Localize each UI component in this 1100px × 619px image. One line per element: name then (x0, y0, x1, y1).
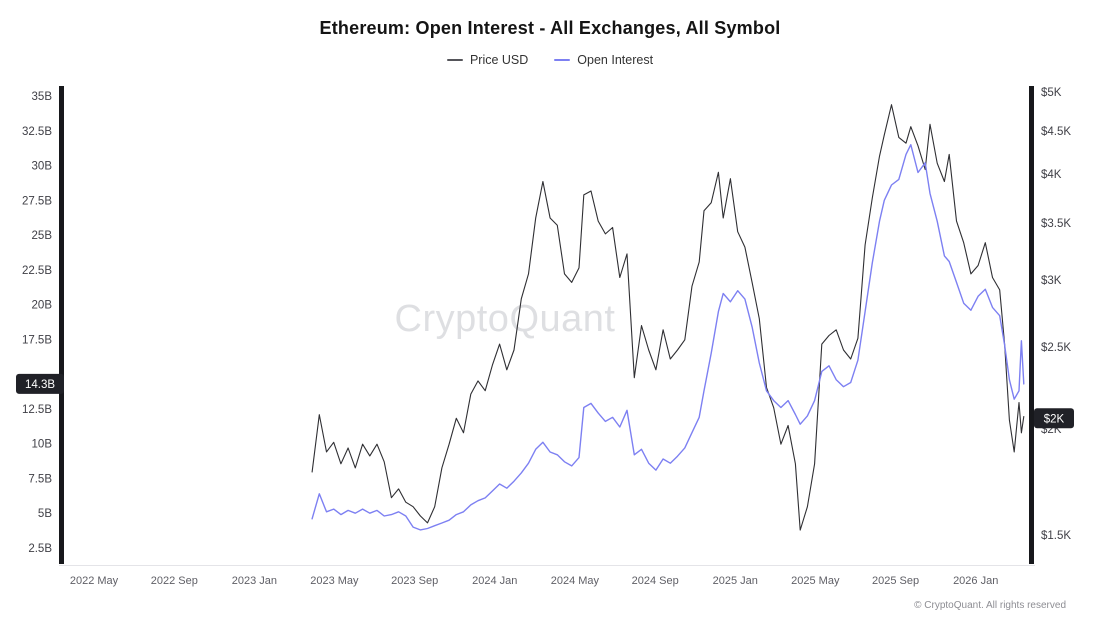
left-axis-tick: 2.5B (28, 543, 52, 555)
series-line-price-usd (311, 104, 1025, 531)
legend: Price USD Open Interest (0, 53, 1100, 67)
left-axis-tick: 12.5B (22, 404, 52, 416)
left-axis-tick: 5B (38, 508, 52, 520)
left-axis-tick: 17.5B (22, 334, 52, 346)
legend-item-open-interest[interactable]: Open Interest (554, 53, 653, 67)
price-current-value-label: $2K (1044, 413, 1065, 425)
x-axis-tick: 2023 Sep (391, 575, 438, 587)
right-axis-tick: $4K (1041, 169, 1062, 181)
x-axis-tick: 2024 Jan (472, 575, 517, 587)
x-axis-tick: 2022 May (70, 575, 119, 587)
right-axis-tick: $3.5K (1041, 218, 1071, 230)
left-axis-tick: 27.5B (22, 195, 52, 207)
right-axis-tick: $4.5K (1041, 126, 1071, 138)
left-axis-tick: 30B (32, 161, 53, 173)
legend-label-price-usd: Price USD (469, 53, 529, 67)
x-axis-tick: 2026 Jan (953, 575, 998, 587)
x-axis-tick: 2025 May (791, 575, 840, 587)
right-axis-bar (1029, 86, 1034, 564)
series-line-open-interest (311, 143, 1025, 531)
left-axis-tick: 35B (32, 91, 53, 103)
x-axis-tick: 2023 Jan (232, 575, 277, 587)
x-axis-tick: 2024 Sep (632, 575, 679, 587)
left-axis-tick: 10B (32, 439, 53, 451)
price-line-swatch-icon (446, 59, 463, 61)
price-current-value-badge (1034, 408, 1074, 429)
right-axis-tick: $2.5K (1041, 342, 1071, 354)
open-interest-current-value-label: 14.3B (25, 379, 55, 391)
copyright-footer: © CryptoQuant. All rights reserved (914, 600, 1066, 611)
right-axis-tick: $3K (1041, 275, 1062, 287)
left-axis-tick: 7.5B (28, 473, 52, 485)
left-axis-tick: 32.5B (22, 126, 52, 138)
x-axis-tick: 2024 May (551, 575, 600, 587)
x-axis-tick: 2022 Sep (151, 575, 198, 587)
right-axis-tick: $1.5K (1041, 530, 1071, 542)
open-interest-current-value-badge (16, 373, 64, 394)
open-interest-line-swatch-icon (554, 59, 571, 61)
left-axis-tick: 22.5B (22, 265, 52, 277)
left-axis-bar (59, 86, 64, 564)
x-axis-tick: 2025 Jan (713, 575, 758, 587)
left-axis-tick: 25B (32, 230, 53, 242)
legend-item-price-usd[interactable]: Price USD (446, 53, 529, 67)
right-axis-tick: $5K (1041, 87, 1062, 99)
left-axis-tick: 20B (32, 300, 53, 312)
x-axis-tick: 2025 Sep (872, 575, 919, 587)
legend-label-open-interest: Open Interest (577, 53, 654, 67)
x-axis-tick: 2023 May (310, 575, 359, 587)
page-title: Ethereum: Open Interest - All Exchanges,… (319, 18, 781, 38)
